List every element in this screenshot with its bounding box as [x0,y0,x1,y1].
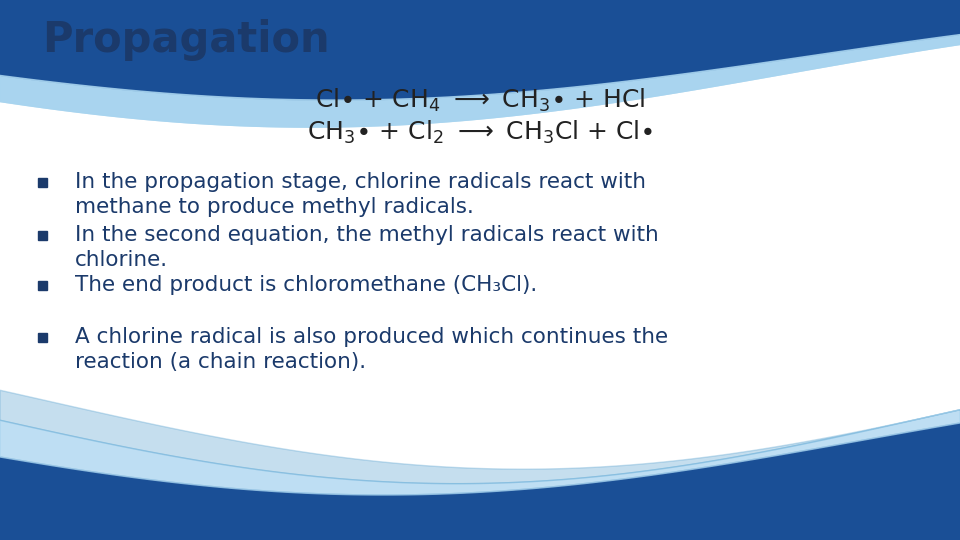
Bar [37,280,46,289]
Text: methane to produce methyl radicals.: methane to produce methyl radicals. [75,197,474,217]
Text: The end product is chloromethane (CH₃Cl).: The end product is chloromethane (CH₃Cl)… [75,275,538,295]
Text: CH$_3$$\bullet$ + Cl$_2$ $\longrightarrow$ CH$_3$Cl + Cl$\bullet$: CH$_3$$\bullet$ + Cl$_2$ $\longrightarro… [307,118,653,146]
Bar [37,178,46,186]
Bar [37,231,46,240]
Text: reaction (a chain reaction).: reaction (a chain reaction). [75,352,366,372]
Text: A chlorine radical is also produced which continues the: A chlorine radical is also produced whic… [75,327,668,347]
Text: chlorine.: chlorine. [75,250,168,270]
Text: Cl$\bullet$ + CH$_4$ $\longrightarrow$ CH$_3$$\bullet$ + HCl: Cl$\bullet$ + CH$_4$ $\longrightarrow$ C… [315,86,645,113]
Text: Propagation: Propagation [42,19,329,61]
Text: In the propagation stage, chlorine radicals react with: In the propagation stage, chlorine radic… [75,172,646,192]
Text: In the second equation, the methyl radicals react with: In the second equation, the methyl radic… [75,225,659,245]
Bar [37,333,46,341]
